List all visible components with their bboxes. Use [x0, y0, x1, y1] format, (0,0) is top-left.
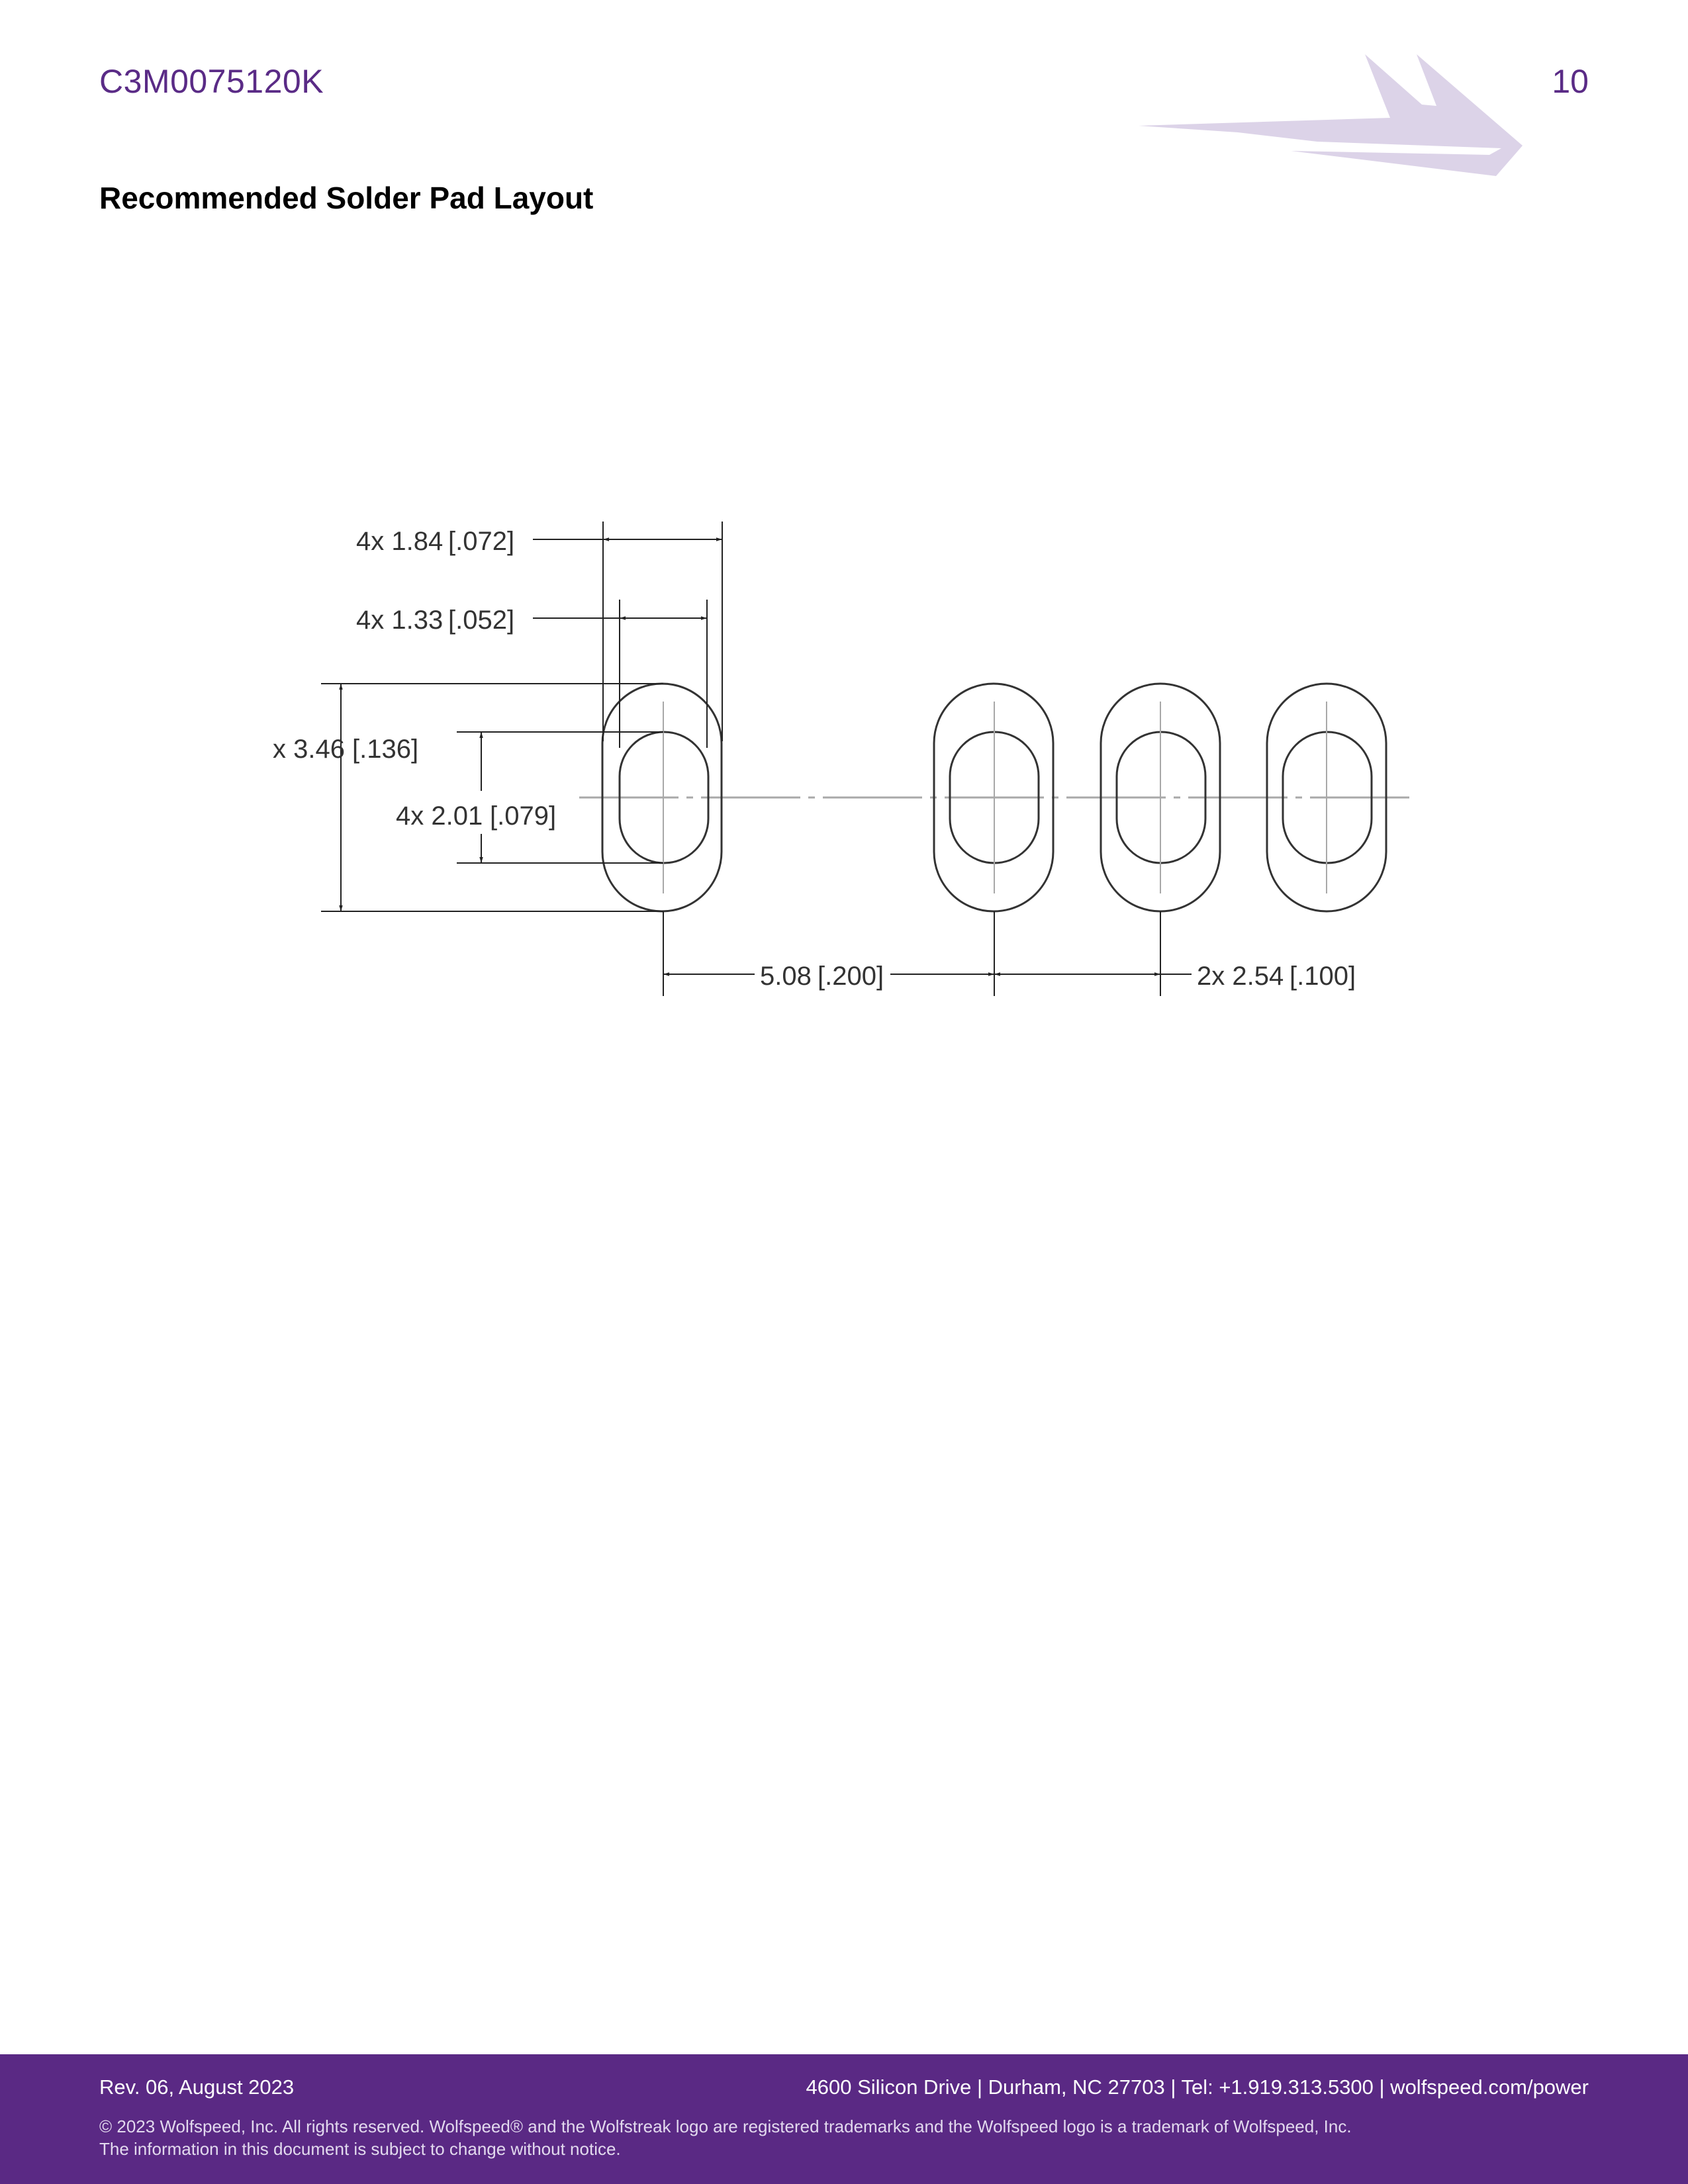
part-number: C3M0075120K [99, 63, 324, 100]
company-address: 4600 Silicon Drive | Durham, NC 27703 | … [806, 2075, 1589, 2099]
solder-pad-drawing: 4x 1.84 [.072] 4x 1.33 [.052] x 3.46 [.1… [273, 522, 1413, 996]
dim-inner-width-label: 4x 1.33 [356, 606, 443, 635]
dim-pitch-rest-label: 2x 2.54 [1197, 962, 1284, 991]
dim-outer-width-inch: [.072] [448, 527, 514, 556]
copyright-notice: © 2023 Wolfspeed, Inc. All rights reserv… [99, 2116, 1352, 2136]
revision-label: Rev. 06, August 2023 [99, 2075, 295, 2099]
page-number: 10 [1552, 63, 1589, 100]
dim-inner-height [457, 731, 663, 864]
dim-inner-width-inch: [.052] [448, 606, 514, 635]
dim-outer-width-label: 4x 1.84 [356, 527, 443, 556]
dim-inner-width [533, 600, 708, 748]
dim-outer-height-label: x 3.46 [273, 735, 345, 764]
dim-pitch-first-inch: [.200] [818, 962, 884, 991]
wolfstreak-logo [1139, 54, 1523, 176]
change-notice: The information in this document is subj… [99, 2139, 621, 2159]
dim-inner-height-label: 4x 2.01 [396, 801, 483, 831]
page-footer: Rev. 06, August 2023 4600 Silicon Drive … [0, 2054, 1688, 2184]
dim-pitch [663, 911, 1192, 996]
dim-pitch-rest-inch: [.100] [1289, 962, 1356, 991]
dim-inner-height-inch: [.079] [490, 801, 556, 831]
dim-outer-height-inch: [.136] [352, 735, 418, 764]
solder-pad-4 [1266, 682, 1387, 913]
dim-outer-height [321, 683, 663, 912]
section-title: Recommended Solder Pad Layout [99, 181, 594, 215]
dim-outer-width [533, 522, 723, 741]
dim-pitch-first-label: 5.08 [760, 962, 812, 991]
